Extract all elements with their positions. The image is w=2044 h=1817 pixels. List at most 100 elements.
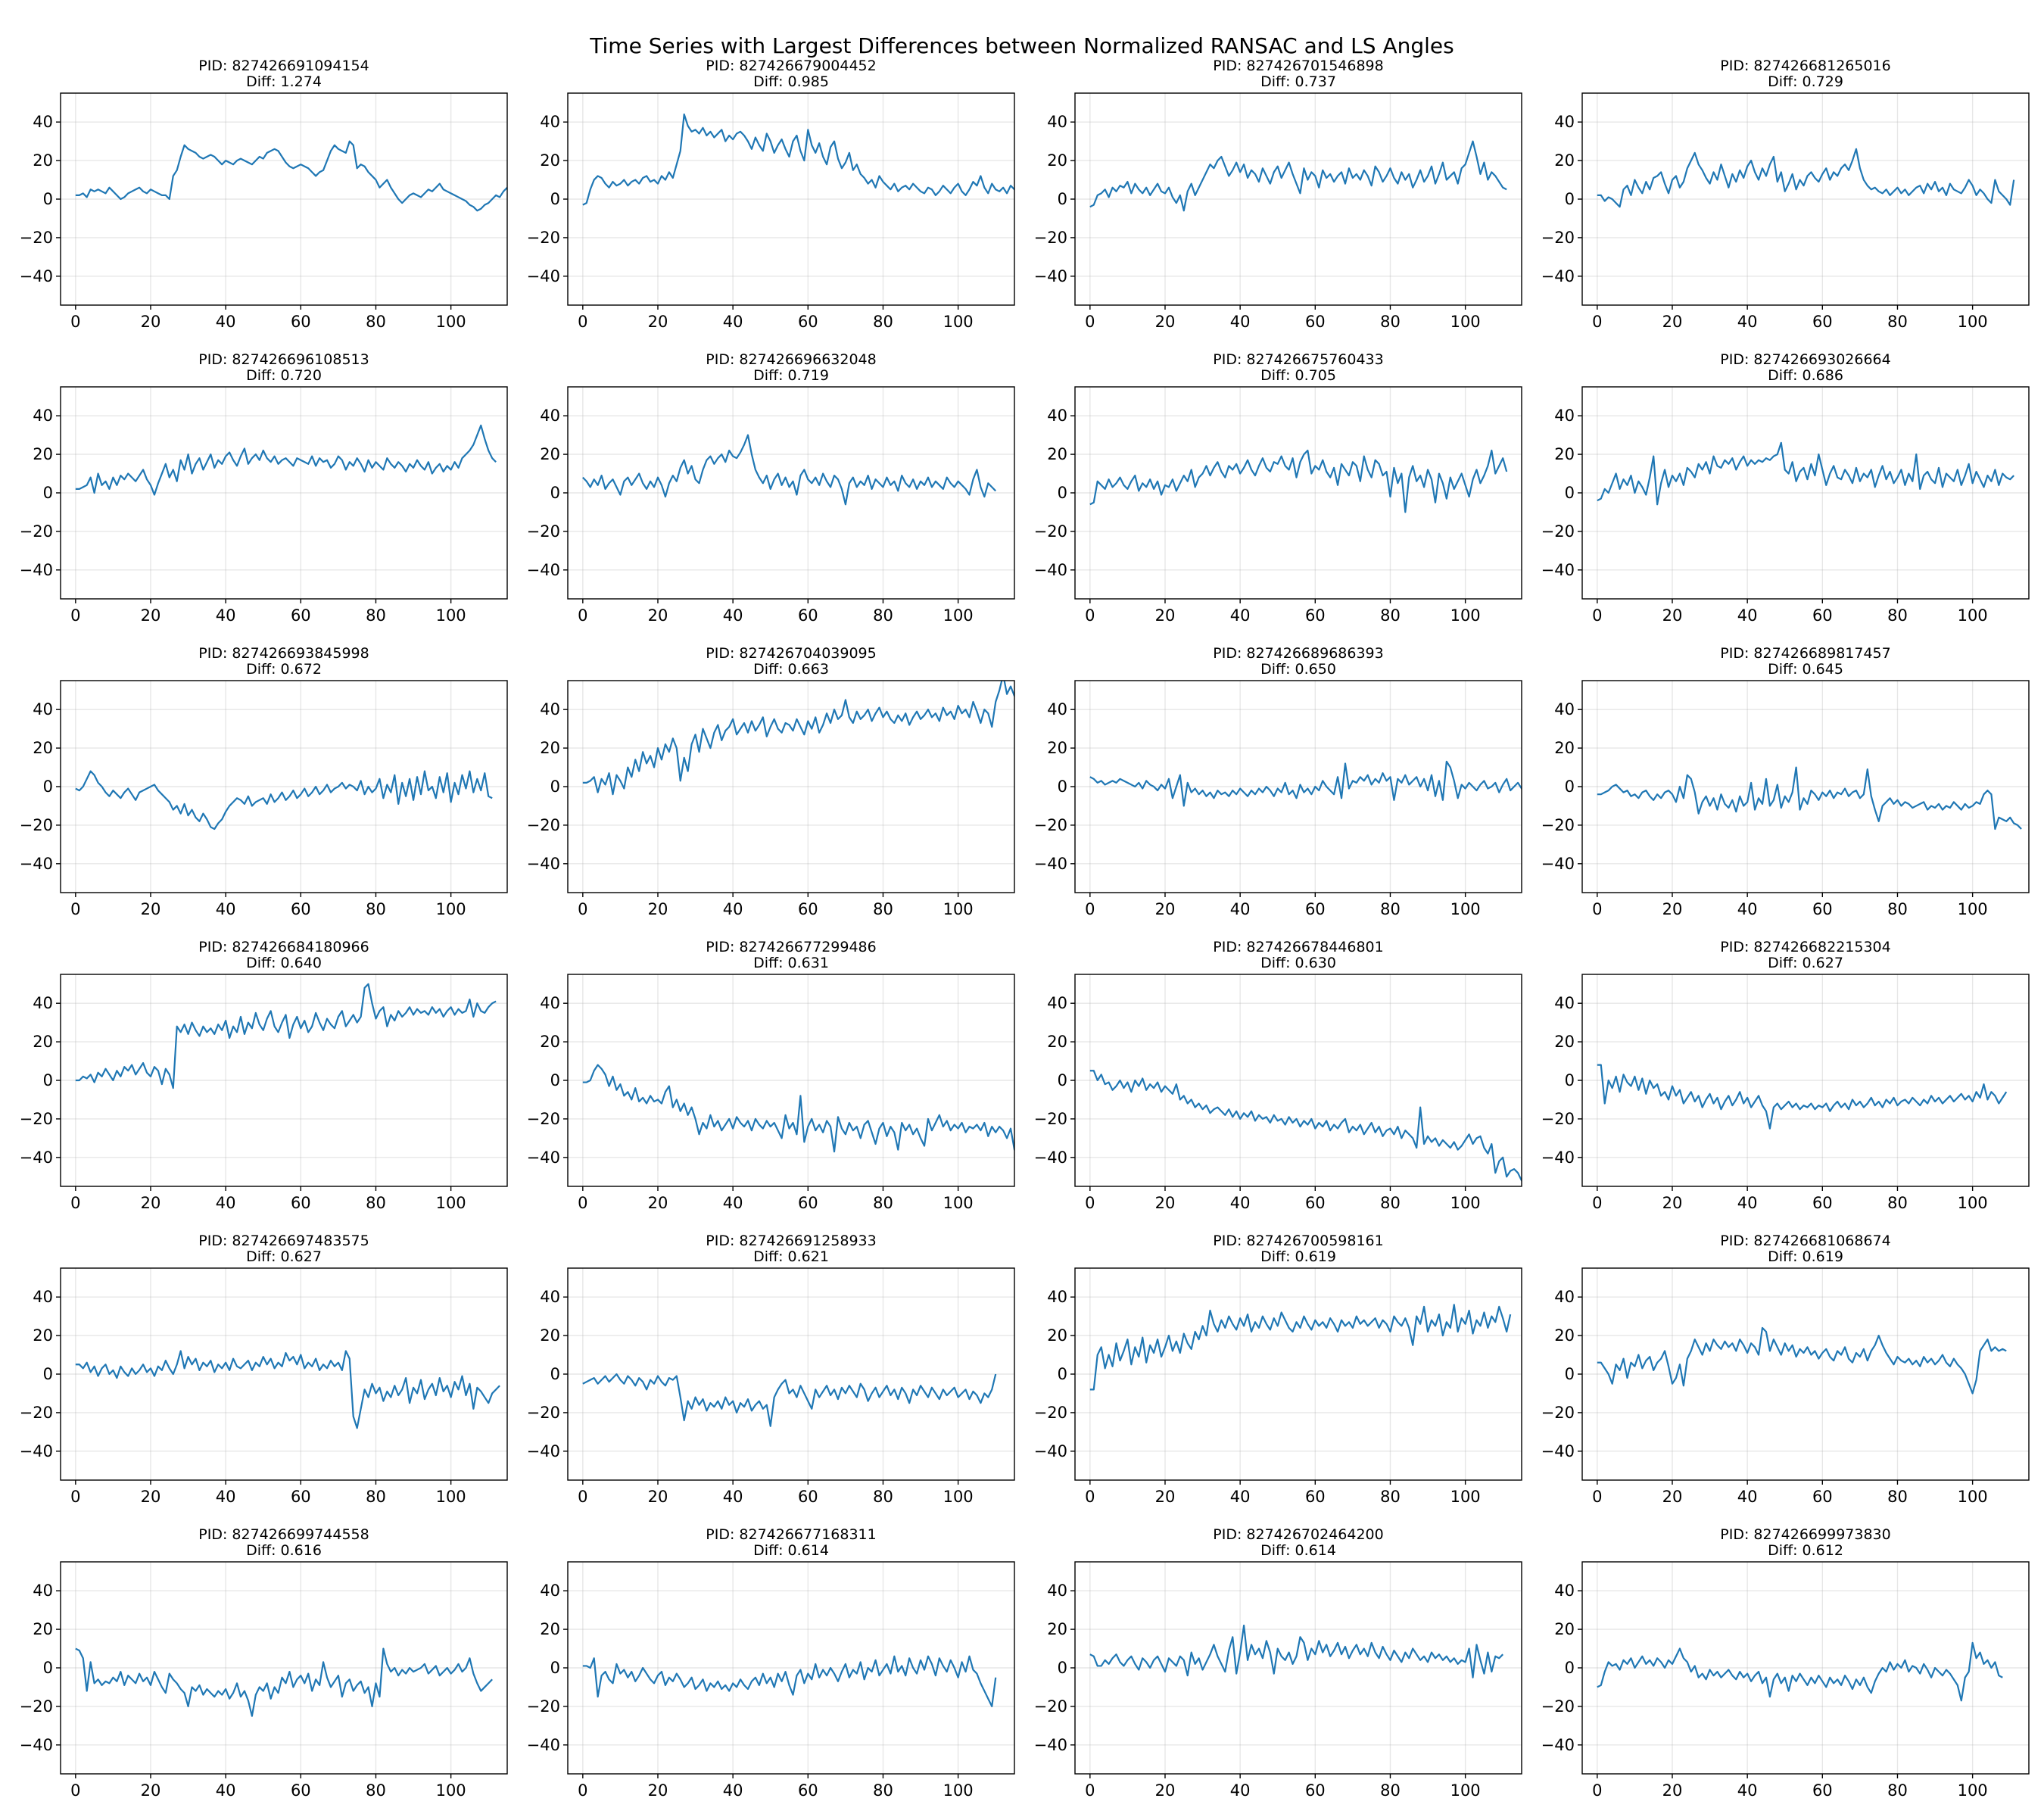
y-tick-label: −40: [1541, 1736, 1575, 1754]
y-tick-label: −20: [527, 1404, 560, 1422]
y-tick-label: −20: [527, 816, 560, 834]
x-tick-label: 100: [943, 606, 974, 625]
y-tick-label: 40: [540, 1582, 560, 1600]
x-tick-label: 20: [648, 313, 668, 331]
y-tick-label: −20: [527, 1110, 560, 1128]
y-tick-label: −20: [20, 1110, 53, 1128]
x-tick-label: 80: [1380, 606, 1401, 625]
x-tick-label: 100: [1450, 900, 1481, 918]
x-tick-label: 0: [70, 313, 80, 331]
x-tick-label: 40: [216, 900, 236, 918]
y-tick-label: −40: [527, 855, 560, 873]
x-tick-label: 80: [366, 1781, 386, 1800]
x-tick-label: 0: [1085, 313, 1095, 331]
y-tick-label: 40: [33, 994, 53, 1012]
x-tick-label: 60: [798, 606, 818, 625]
y-tick-label: 20: [540, 1620, 560, 1638]
x-tick-label: 80: [366, 313, 386, 331]
y-tick-label: 0: [550, 484, 560, 502]
x-tick-label: 80: [1887, 900, 1908, 918]
y-tick-label: 0: [43, 778, 53, 796]
x-tick-label: 60: [1305, 1194, 1326, 1212]
x-tick-label: 60: [1305, 900, 1326, 918]
y-tick-label: −40: [527, 561, 560, 579]
y-tick-label: −20: [527, 522, 560, 541]
y-tick-label: −20: [1034, 1404, 1067, 1422]
x-tick-label: 40: [1737, 900, 1758, 918]
y-tick-label: 40: [540, 994, 560, 1012]
y-tick-label: 40: [33, 1288, 53, 1306]
subplot-pid-title: PID: 827426689686393: [1213, 645, 1383, 662]
subplot-pid-title: PID: 827426691094154: [198, 58, 369, 74]
x-tick-label: 0: [1085, 1194, 1095, 1212]
subplot-diff-title: Diff: 0.621: [753, 1248, 829, 1265]
x-tick-label: 100: [943, 1194, 974, 1212]
y-tick-label: −40: [527, 1442, 560, 1460]
x-tick-label: 60: [291, 1194, 311, 1212]
subplot-diff-title: Diff: 1.274: [246, 73, 322, 90]
x-tick-label: 40: [216, 1194, 236, 1212]
x-tick-label: 20: [141, 313, 161, 331]
x-tick-label: 100: [436, 313, 466, 331]
y-tick-label: −20: [1034, 1110, 1067, 1128]
y-tick-label: 20: [540, 1033, 560, 1051]
series-line: [75, 1350, 500, 1429]
x-tick-label: 80: [1380, 900, 1401, 918]
x-tick-label: 60: [798, 313, 818, 331]
x-tick-label: 60: [798, 1781, 818, 1800]
y-tick-label: −40: [527, 267, 560, 285]
x-tick-label: 80: [1887, 1781, 1908, 1800]
x-tick-label: 0: [70, 1488, 80, 1506]
x-tick-label: 100: [1958, 1488, 1988, 1506]
x-tick-label: 80: [1887, 606, 1908, 625]
y-tick-label: 20: [1047, 445, 1067, 463]
y-tick-label: 0: [43, 1365, 53, 1383]
y-tick-label: 40: [1554, 994, 1575, 1012]
y-tick-label: 40: [33, 700, 53, 718]
y-tick-label: 0: [43, 484, 53, 502]
y-tick-label: 20: [1554, 151, 1575, 170]
y-tick-label: −20: [527, 229, 560, 247]
x-tick-label: 80: [1380, 1781, 1401, 1800]
x-tick-label: 20: [141, 1781, 161, 1800]
x-tick-label: 40: [723, 1488, 743, 1506]
figure-title: Time Series with Largest Differences bet…: [589, 33, 1454, 58]
x-tick-label: 80: [1380, 313, 1401, 331]
y-tick-label: −40: [1034, 561, 1067, 579]
subplot-pid-title: PID: 827426697483575: [198, 1233, 369, 1249]
x-tick-label: 80: [873, 1488, 893, 1506]
y-tick-label: 20: [33, 1033, 53, 1051]
y-tick-label: −40: [1541, 267, 1575, 285]
x-tick-label: 0: [1085, 1781, 1095, 1800]
x-tick-label: 80: [1887, 313, 1908, 331]
y-tick-label: 0: [550, 778, 560, 796]
y-tick-label: −40: [20, 561, 53, 579]
x-tick-label: 20: [648, 1488, 668, 1506]
subplot-pid-title: PID: 827426701546898: [1213, 58, 1383, 74]
y-tick-label: −40: [20, 1736, 53, 1754]
x-tick-label: 40: [216, 313, 236, 331]
x-tick-label: 20: [1662, 1781, 1683, 1800]
subplot-pid-title: PID: 827426702464200: [1213, 1526, 1383, 1543]
x-tick-label: 20: [1155, 313, 1176, 331]
y-tick-label: 40: [540, 700, 560, 718]
y-tick-label: −20: [1034, 229, 1067, 247]
subplot-diff-title: Diff: 0.686: [1768, 367, 1843, 384]
x-tick-label: 40: [1230, 900, 1251, 918]
y-tick-label: 0: [1058, 190, 1067, 208]
x-tick-label: 100: [943, 1781, 974, 1800]
x-tick-label: 0: [1085, 900, 1095, 918]
series-line: [582, 1373, 997, 1427]
x-tick-label: 80: [873, 1194, 893, 1212]
y-tick-label: −40: [527, 1736, 560, 1754]
x-tick-label: 80: [1887, 1194, 1908, 1212]
